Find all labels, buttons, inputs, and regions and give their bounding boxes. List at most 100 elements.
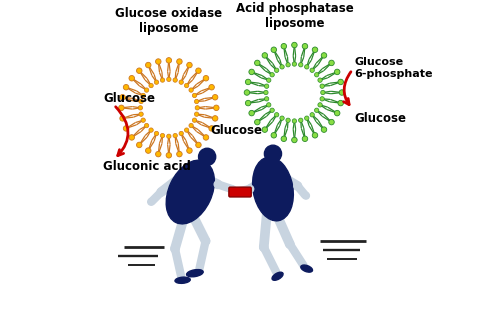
Circle shape bbox=[176, 151, 182, 157]
Circle shape bbox=[244, 90, 250, 95]
Ellipse shape bbox=[175, 277, 190, 283]
Circle shape bbox=[166, 77, 171, 81]
Circle shape bbox=[264, 90, 268, 95]
Ellipse shape bbox=[186, 269, 203, 277]
Circle shape bbox=[262, 127, 268, 132]
Circle shape bbox=[166, 134, 171, 138]
Circle shape bbox=[294, 182, 301, 190]
Circle shape bbox=[166, 58, 172, 63]
Circle shape bbox=[129, 135, 134, 140]
Circle shape bbox=[195, 106, 200, 110]
Circle shape bbox=[281, 44, 286, 49]
Circle shape bbox=[267, 65, 322, 120]
Circle shape bbox=[321, 53, 327, 58]
Text: Glucose
6-phosphate: Glucose 6-phosphate bbox=[354, 57, 432, 79]
Circle shape bbox=[286, 63, 290, 67]
Circle shape bbox=[286, 118, 290, 122]
Circle shape bbox=[203, 75, 208, 81]
Circle shape bbox=[171, 245, 179, 253]
Circle shape bbox=[173, 78, 178, 82]
Circle shape bbox=[292, 62, 296, 66]
Circle shape bbox=[198, 148, 216, 165]
Circle shape bbox=[339, 90, 344, 95]
Circle shape bbox=[212, 115, 218, 121]
Ellipse shape bbox=[252, 157, 294, 221]
Circle shape bbox=[314, 108, 319, 112]
Circle shape bbox=[292, 42, 297, 48]
Text: Glucose: Glucose bbox=[103, 92, 155, 105]
Circle shape bbox=[212, 95, 218, 100]
Text: Glucose oxidase
liposome: Glucose oxidase liposome bbox=[116, 7, 222, 34]
Ellipse shape bbox=[166, 160, 214, 224]
Circle shape bbox=[144, 123, 149, 128]
Circle shape bbox=[139, 112, 143, 116]
Circle shape bbox=[314, 73, 319, 77]
Circle shape bbox=[136, 68, 142, 74]
Circle shape bbox=[184, 128, 189, 132]
Circle shape bbox=[214, 181, 222, 188]
Circle shape bbox=[320, 84, 324, 88]
Circle shape bbox=[304, 116, 309, 121]
Circle shape bbox=[302, 44, 308, 49]
Circle shape bbox=[144, 88, 149, 92]
Circle shape bbox=[338, 79, 344, 85]
Circle shape bbox=[176, 59, 182, 64]
Circle shape bbox=[281, 136, 286, 141]
Circle shape bbox=[264, 84, 269, 88]
Circle shape bbox=[274, 68, 279, 72]
Circle shape bbox=[160, 78, 164, 82]
Circle shape bbox=[146, 148, 151, 153]
Circle shape bbox=[266, 78, 271, 82]
Circle shape bbox=[266, 103, 271, 107]
Circle shape bbox=[270, 73, 274, 77]
Circle shape bbox=[186, 62, 192, 68]
Circle shape bbox=[302, 136, 308, 141]
Circle shape bbox=[179, 80, 184, 84]
Circle shape bbox=[280, 65, 284, 69]
Circle shape bbox=[209, 126, 214, 131]
Circle shape bbox=[312, 132, 318, 138]
Circle shape bbox=[186, 148, 192, 153]
Circle shape bbox=[298, 118, 303, 122]
Circle shape bbox=[310, 68, 314, 72]
Circle shape bbox=[246, 185, 254, 192]
Circle shape bbox=[329, 119, 334, 125]
Circle shape bbox=[260, 243, 268, 251]
Circle shape bbox=[249, 69, 254, 75]
Circle shape bbox=[148, 198, 154, 205]
Circle shape bbox=[320, 97, 324, 101]
Circle shape bbox=[192, 93, 196, 98]
Circle shape bbox=[312, 47, 318, 53]
Circle shape bbox=[334, 69, 340, 75]
Circle shape bbox=[321, 127, 327, 132]
Circle shape bbox=[214, 105, 219, 110]
Circle shape bbox=[158, 188, 165, 196]
Circle shape bbox=[271, 132, 276, 138]
Circle shape bbox=[160, 133, 164, 138]
Ellipse shape bbox=[272, 272, 283, 280]
Circle shape bbox=[334, 110, 340, 116]
Circle shape bbox=[254, 119, 260, 125]
Circle shape bbox=[156, 151, 161, 157]
Circle shape bbox=[146, 62, 151, 68]
Circle shape bbox=[304, 65, 309, 69]
Circle shape bbox=[173, 133, 178, 138]
Circle shape bbox=[141, 93, 146, 98]
Circle shape bbox=[166, 152, 172, 158]
Circle shape bbox=[254, 60, 260, 66]
Circle shape bbox=[124, 85, 129, 90]
Circle shape bbox=[318, 103, 322, 107]
Circle shape bbox=[270, 108, 274, 112]
FancyBboxPatch shape bbox=[229, 187, 251, 197]
Circle shape bbox=[142, 80, 197, 135]
Circle shape bbox=[203, 135, 208, 140]
Circle shape bbox=[209, 85, 214, 90]
Circle shape bbox=[179, 131, 184, 136]
Circle shape bbox=[194, 99, 199, 104]
Circle shape bbox=[141, 118, 146, 122]
Text: Glucose: Glucose bbox=[210, 124, 262, 137]
Circle shape bbox=[149, 83, 154, 88]
Circle shape bbox=[196, 68, 201, 74]
Circle shape bbox=[129, 75, 134, 81]
Circle shape bbox=[318, 78, 322, 82]
